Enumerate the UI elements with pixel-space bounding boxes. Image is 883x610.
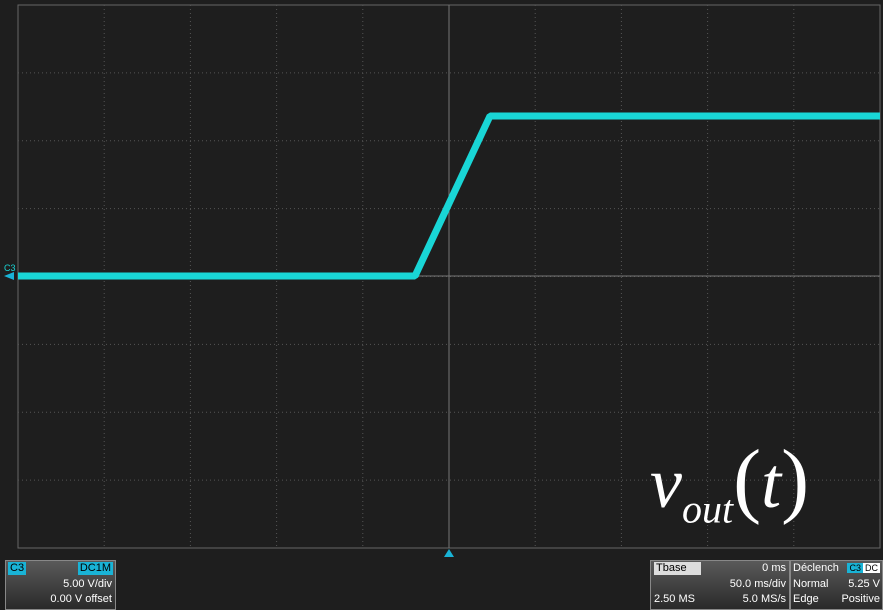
trigger-source: C3 DC: [847, 562, 880, 575]
time-per-div: 50.0 ms/div: [729, 578, 786, 590]
trigger-level: 5.25 V: [848, 578, 880, 590]
coupling: DC1M: [77, 562, 113, 575]
annotation-subscript: out: [681, 486, 734, 532]
trigger-coupling: DC: [863, 563, 880, 573]
annotation-paren: ): [781, 433, 810, 526]
samples: 2.50 MS: [654, 593, 695, 605]
trigger-channel: C3: [847, 563, 863, 573]
annotation-paren: (: [733, 433, 762, 526]
trigger-marker: [444, 549, 454, 557]
timebase-label: Tbase: [654, 562, 701, 575]
timebase-panel[interactable]: Tbase 0 ms 50.0 ms/div 2.50 MS 5.0 MS/s: [650, 560, 790, 610]
channel-marker: C3: [4, 263, 16, 273]
annotation: vout(t): [650, 438, 809, 549]
annotation-argument: t: [761, 443, 782, 523]
sample-rate: 5.0 MS/s: [742, 593, 786, 605]
channel-panel[interactable]: C3 DC1M 5.00 V/div 0.00 V offset: [5, 560, 116, 610]
delay: 0 ms: [762, 562, 786, 574]
channel-level-marker: [4, 272, 14, 280]
trigger-panel[interactable]: Déclench C3 DC Normal 5.25 V Edge Positiv…: [790, 560, 883, 610]
offset: 0.00 V offset: [50, 593, 112, 605]
channel-label: C3: [8, 562, 27, 575]
trigger-type: Edge: [793, 593, 819, 605]
trace: [18, 112, 880, 280]
volts-per-div: 5.00 V/div: [63, 578, 112, 590]
trigger-label: Déclench: [793, 562, 839, 574]
trigger-slope: Positive: [841, 593, 880, 605]
annotation-symbol: v: [650, 443, 682, 523]
trigger-mode: Normal: [793, 578, 829, 590]
